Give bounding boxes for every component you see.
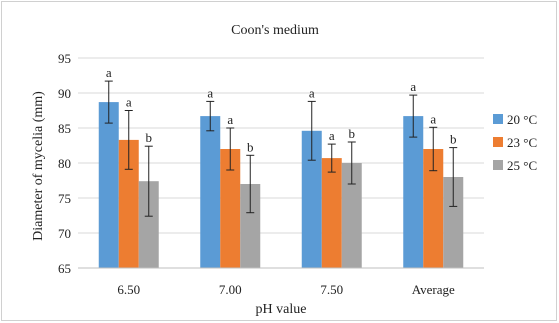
legend-label: 25 °C: [507, 158, 537, 173]
bar-20c-6.50: [98, 102, 119, 268]
x-tick-label: 7.50: [320, 282, 343, 297]
y-tick-label: 90: [58, 86, 71, 101]
significance-label: a: [126, 95, 132, 110]
y-tick-label: 70: [58, 226, 71, 241]
significance-label: b: [146, 130, 153, 145]
y-axis-title: Diameter of mycelia (mm): [31, 91, 46, 241]
bar-25c-7.00: [240, 184, 261, 268]
bar-25c-7.50: [341, 163, 362, 268]
bar-25c-average: [443, 177, 464, 268]
bar-20c-7.50: [301, 130, 322, 268]
x-tick-label: 7.00: [219, 282, 242, 297]
bar-23c-average: [423, 149, 444, 268]
bar-23c-7.00: [220, 149, 241, 268]
y-tick-label: 65: [58, 261, 71, 276]
significance-label: b: [349, 126, 356, 141]
bar-23c-6.50: [118, 139, 139, 268]
significance-label: a: [207, 85, 213, 100]
legend-label: 20 °C: [507, 112, 537, 127]
significance-label: b: [247, 139, 254, 154]
significance-label: a: [430, 111, 436, 126]
bar-23c-7.50: [321, 158, 342, 268]
x-axis-title: pH value: [256, 302, 307, 317]
legend-swatch: [493, 114, 503, 124]
y-tick-label: 75: [58, 191, 71, 206]
significance-label: a: [106, 65, 112, 80]
significance-label: b: [450, 132, 457, 147]
bar-20c-7.00: [200, 116, 221, 268]
significance-label: a: [309, 85, 315, 100]
significance-label: a: [410, 79, 416, 94]
chart-title: Coon's medium: [231, 23, 319, 38]
y-tick-label: 85: [58, 121, 71, 136]
y-tick-label: 80: [58, 156, 71, 171]
y-tick-label: 95: [58, 51, 71, 66]
legend-swatch: [493, 137, 503, 147]
x-tick-label: Average: [412, 282, 455, 297]
legend-label: 23 °C: [507, 135, 537, 150]
significance-label: a: [329, 128, 335, 143]
x-tick-label: 6.50: [117, 282, 140, 297]
bar-25c-6.50: [138, 181, 159, 268]
bar-20c-average: [403, 116, 424, 268]
significance-label: a: [227, 112, 233, 127]
legend-swatch: [493, 160, 503, 170]
